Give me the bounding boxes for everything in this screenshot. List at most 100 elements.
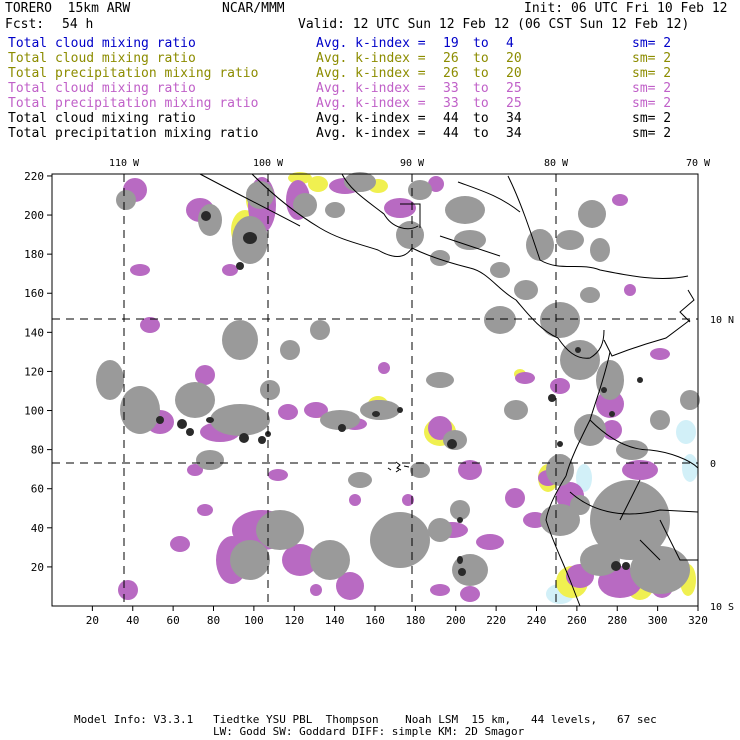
legend-sm: sm= 2 xyxy=(632,66,672,81)
k-index-dark xyxy=(239,433,249,443)
latitude-label: 10 S xyxy=(710,602,734,613)
legend-avg: Avg. k-index = xyxy=(316,36,426,51)
coastline xyxy=(659,519,698,561)
legend-to-word: to xyxy=(473,51,489,66)
k-index-purple xyxy=(310,584,322,596)
y-tick-label: 200 xyxy=(24,209,44,222)
legend-to-word: to xyxy=(473,81,489,96)
coastlines xyxy=(199,173,699,607)
coastline xyxy=(545,475,581,607)
legend-field: Total precipitation mixing ratio xyxy=(8,96,259,111)
coastline xyxy=(387,467,400,473)
k-index-purple xyxy=(304,402,328,418)
legend-from: 44 xyxy=(443,111,459,126)
cloud-gray xyxy=(198,204,222,236)
cloud-gray xyxy=(120,386,160,434)
cloud-gray xyxy=(210,404,270,436)
cloud-gray xyxy=(578,200,606,228)
coastline xyxy=(639,539,661,561)
cloud-gray xyxy=(546,454,574,486)
cloud-gray xyxy=(680,390,700,410)
legend-from: 26 xyxy=(443,66,459,81)
y-tick-label: 140 xyxy=(24,326,44,339)
legend-field: Total cloud mixing ratio xyxy=(8,111,196,126)
k-index-dark xyxy=(177,419,187,429)
legend-field: Total precipitation mixing ratio xyxy=(8,126,259,141)
k-index-dark xyxy=(637,377,643,383)
legend-to: 4 xyxy=(506,36,514,51)
cloud-gray xyxy=(428,518,452,542)
k-index-purple xyxy=(336,572,364,600)
x-tick-label: 140 xyxy=(325,614,345,627)
longitude-label: 100 W xyxy=(253,158,284,169)
k-index-purple xyxy=(476,534,504,550)
k-index-dark xyxy=(156,416,164,424)
cloud-gray xyxy=(230,540,270,580)
legend-avg: Avg. k-index = xyxy=(316,126,426,141)
legend-to-word: to xyxy=(473,126,489,141)
cloud-gray xyxy=(454,230,486,250)
x-tick-label: 60 xyxy=(167,614,180,627)
legend-to-word: to xyxy=(473,111,489,126)
legend-sm: sm= 2 xyxy=(632,126,672,141)
cloud-gray xyxy=(504,400,528,420)
legend-to-word: to xyxy=(473,96,489,111)
ocean-shade xyxy=(682,454,698,482)
latitude-label: 10 N xyxy=(710,315,734,326)
k-index-purple xyxy=(170,536,190,552)
legend-to: 34 xyxy=(506,126,522,141)
cloud-field xyxy=(96,172,700,604)
cloud-gray xyxy=(526,229,554,261)
x-tick-label: 260 xyxy=(567,614,587,627)
cloud-gray xyxy=(325,202,345,218)
k-index-purple xyxy=(130,264,150,276)
k-index-dark xyxy=(622,562,630,570)
k-index-dark xyxy=(338,424,346,432)
cloud-gray xyxy=(570,495,590,515)
coastline xyxy=(557,329,605,359)
cloud-gray xyxy=(616,440,648,460)
coastline xyxy=(565,351,611,477)
coastline xyxy=(199,173,301,227)
coastline xyxy=(400,203,421,228)
longitude-label: 90 W xyxy=(400,158,425,169)
coastline xyxy=(603,319,691,357)
k-index-yellow xyxy=(308,176,328,192)
x-tick-label: 320 xyxy=(688,614,708,627)
k-index-purple xyxy=(650,348,670,360)
legend-avg: Avg. k-index = xyxy=(316,96,426,111)
y-tick-label: 20 xyxy=(31,561,44,574)
model-title: TORERO 15km ARW xyxy=(5,1,131,16)
cloud-gray xyxy=(310,540,350,580)
k-index-purple xyxy=(550,378,570,394)
y-tick-label: 100 xyxy=(24,405,44,418)
k-index-purple xyxy=(384,198,416,218)
cloud-gray xyxy=(490,262,510,278)
legend-from: 26 xyxy=(443,51,459,66)
cloud-gray xyxy=(590,238,610,262)
ocean-shade xyxy=(676,420,696,444)
cloud-gray xyxy=(630,546,690,594)
y-tick-label: 180 xyxy=(24,248,44,261)
longitude-label: 110 W xyxy=(109,158,140,169)
x-tick-label: 160 xyxy=(365,614,385,627)
y-tick-label: 40 xyxy=(31,522,44,535)
cloud-gray xyxy=(430,250,450,266)
k-index-purple xyxy=(622,460,658,480)
k-index-dark xyxy=(447,439,457,449)
legend-avg: Avg. k-index = xyxy=(316,51,426,66)
cloud-gray xyxy=(426,372,454,388)
y-tick-label: 120 xyxy=(24,365,44,378)
coastline xyxy=(507,175,689,279)
y-tick-label: 60 xyxy=(31,483,44,496)
k-index-yellow xyxy=(288,172,312,184)
k-index-dark xyxy=(243,232,257,244)
cloud-gray xyxy=(596,360,624,400)
model-info: Model Info: V3.3.1 Tiedtke YSU PBL Thomp… xyxy=(74,713,657,726)
k-index-purple xyxy=(197,504,213,516)
k-index-dark xyxy=(609,411,615,417)
cloud-gray xyxy=(574,414,606,446)
k-index-dark xyxy=(236,262,244,270)
k-index-dark xyxy=(186,428,194,436)
